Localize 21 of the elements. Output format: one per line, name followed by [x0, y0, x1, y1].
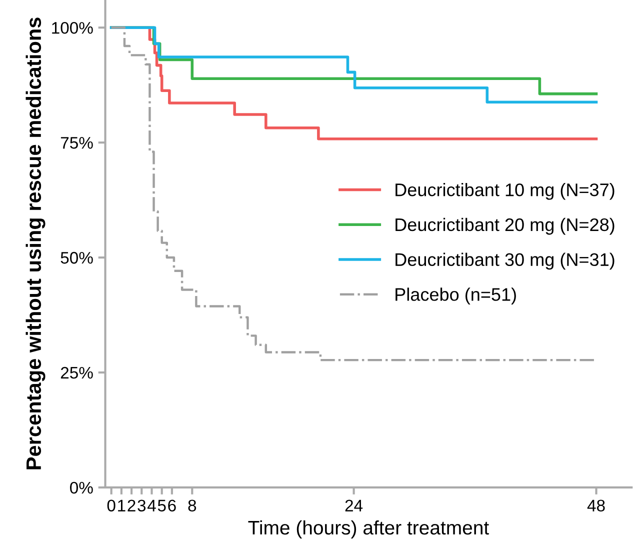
x-tick-label: 6	[168, 500, 176, 512]
x-tick-label: 0	[107, 500, 116, 512]
x-tick-label: 4	[147, 500, 156, 512]
legend-label: Deucrictibant 30 mg (N=31)	[396, 252, 614, 270]
x-tick-label: 48	[587, 500, 605, 512]
y-tick-label: 50%	[60, 252, 93, 264]
legend-label: Deucrictibant 20 mg (N=28)	[396, 218, 614, 235]
x-tick-label: 24	[345, 500, 363, 512]
y-axis-title: Percentage without using rescue medications	[26, 18, 46, 470]
y-tick-label: 100%	[52, 22, 93, 34]
y-tick-label: 75%	[60, 137, 93, 149]
x-axis-title: Time (hours) after treatment	[248, 520, 489, 538]
x-tick-label: 8	[188, 500, 196, 512]
x-tick-label: 3	[138, 500, 146, 512]
x-tick-label: 5	[158, 500, 166, 512]
legend-label: Placebo (n=51)	[396, 288, 516, 304]
legend-label: Deucrictibant 10 mg (N=37)	[396, 182, 614, 200]
y-tick-label: 0%	[70, 482, 93, 494]
x-tick-label: 2	[128, 500, 136, 512]
y-tick-label: 25%	[60, 366, 93, 379]
x-tick-label: 1	[118, 500, 126, 512]
